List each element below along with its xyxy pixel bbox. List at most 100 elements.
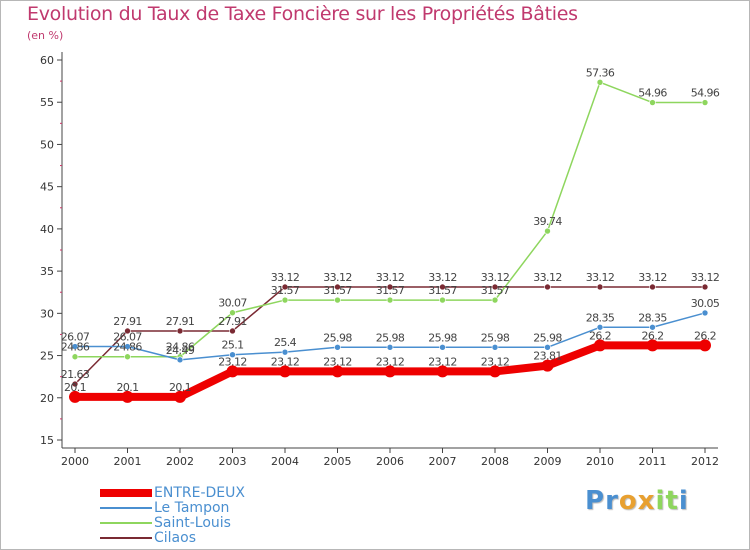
- data-point: [331, 365, 344, 378]
- data-label: 21.63: [61, 368, 90, 381]
- data-label: 33.12: [376, 271, 405, 284]
- data-label: 28.35: [586, 311, 615, 324]
- data-label: 25.98: [481, 331, 510, 344]
- y-tick-label: 25: [40, 350, 54, 363]
- data-label: 23.81: [533, 350, 562, 363]
- data-label: 23.12: [376, 355, 405, 368]
- data-label: 25.98: [428, 331, 457, 344]
- proxiti-logo: Proxiti: [585, 486, 689, 516]
- x-tick-label: 2000: [61, 455, 89, 468]
- data-point: [701, 283, 709, 291]
- data-label: 26.2: [589, 329, 611, 342]
- data-label: 23.12: [323, 355, 352, 368]
- data-label: 54.96: [691, 87, 720, 100]
- data-point: [544, 343, 551, 351]
- data-point: [649, 323, 656, 331]
- data-point: [384, 365, 396, 378]
- logo-letter: i: [655, 486, 666, 516]
- data-label: 33.12: [638, 271, 667, 284]
- data-label: 27.91: [218, 315, 247, 328]
- data-point: [334, 283, 341, 291]
- legend-label: Le Tampon: [154, 500, 230, 516]
- data-point: [386, 283, 394, 291]
- data-label: 33.12: [586, 271, 615, 284]
- legend-label: Cilaos: [154, 530, 196, 546]
- data-label: 27.91: [113, 315, 142, 328]
- data-label: 26.2: [694, 329, 716, 342]
- data-label: 23.12: [481, 355, 510, 368]
- data-label: 25.98: [533, 331, 562, 344]
- data-label: 33.12: [323, 271, 352, 284]
- data-point: [491, 296, 499, 304]
- x-tick-label: 2005: [324, 455, 352, 468]
- logo-letter: o: [618, 486, 638, 516]
- x-tick-label: 2004: [271, 455, 299, 468]
- y-tick-label: 15: [40, 434, 54, 447]
- x-tick-label: 2010: [586, 455, 614, 468]
- data-label: 31.57: [376, 284, 405, 297]
- data-point: [491, 283, 499, 291]
- data-point: [544, 227, 551, 235]
- legend-label: Saint-Louis: [154, 515, 231, 531]
- x-tick-label: 2003: [219, 455, 247, 468]
- data-point: [229, 351, 236, 359]
- x-tick-label: 2011: [639, 455, 667, 468]
- x-tick-label: 2007: [429, 455, 457, 468]
- data-point: [176, 327, 184, 335]
- data-label: 33.12: [481, 271, 510, 284]
- data-label: 20.1: [116, 381, 138, 394]
- data-point: [596, 78, 604, 86]
- data-point: [71, 380, 79, 388]
- legend-label: ENTRE-DEUX: [154, 485, 245, 501]
- data-point: [544, 283, 551, 291]
- data-point: [649, 283, 656, 291]
- data-point: [121, 390, 134, 403]
- legend-swatch: [100, 537, 152, 539]
- data-label: 20.1: [64, 381, 86, 394]
- data-label: 31.57: [323, 284, 352, 297]
- y-tick-label: 45: [40, 181, 54, 194]
- data-label: 33.12: [533, 271, 562, 284]
- x-tick-label: 2006: [376, 455, 404, 468]
- data-point: [124, 327, 131, 335]
- data-point: [229, 327, 236, 335]
- data-label: 24.86: [61, 341, 90, 354]
- data-label: 23.12: [428, 355, 457, 368]
- data-label: 26.07: [61, 331, 90, 344]
- data-label: 25.1: [221, 339, 243, 352]
- data-label: 26.07: [113, 331, 142, 344]
- data-point: [436, 365, 449, 378]
- logo-letter: i: [678, 486, 689, 516]
- data-label: 27.91: [166, 315, 195, 328]
- data-point: [69, 390, 81, 403]
- data-point: [71, 343, 79, 350]
- data-point: [226, 365, 239, 378]
- data-point: [596, 283, 604, 291]
- data-label: 31.57: [481, 284, 510, 297]
- data-point: [439, 296, 446, 304]
- data-point: [489, 365, 501, 378]
- data-label: 30.07: [218, 297, 247, 310]
- y-tick-label: 60: [40, 54, 54, 67]
- y-tick-label: 50: [40, 138, 54, 151]
- data-point: [174, 390, 186, 403]
- data-point: [386, 343, 394, 351]
- y-tick-label: 20: [40, 392, 54, 405]
- data-point: [491, 343, 499, 351]
- data-label: 20.1: [169, 381, 191, 394]
- data-point: [281, 283, 289, 291]
- data-point: [439, 343, 446, 351]
- data-label: 30.05: [691, 297, 720, 310]
- data-point: [71, 353, 79, 361]
- data-point: [281, 296, 289, 304]
- data-point: [124, 343, 131, 350]
- logo-letter: r: [605, 486, 619, 516]
- x-tick-label: 2012: [691, 455, 719, 468]
- data-point: [701, 309, 709, 317]
- data-point: [699, 339, 711, 352]
- data-point: [649, 99, 656, 106]
- data-label: 24.86: [166, 341, 195, 354]
- data-point: [646, 339, 659, 352]
- y-tick-label: 40: [40, 223, 54, 236]
- x-tick-label: 2001: [114, 455, 142, 468]
